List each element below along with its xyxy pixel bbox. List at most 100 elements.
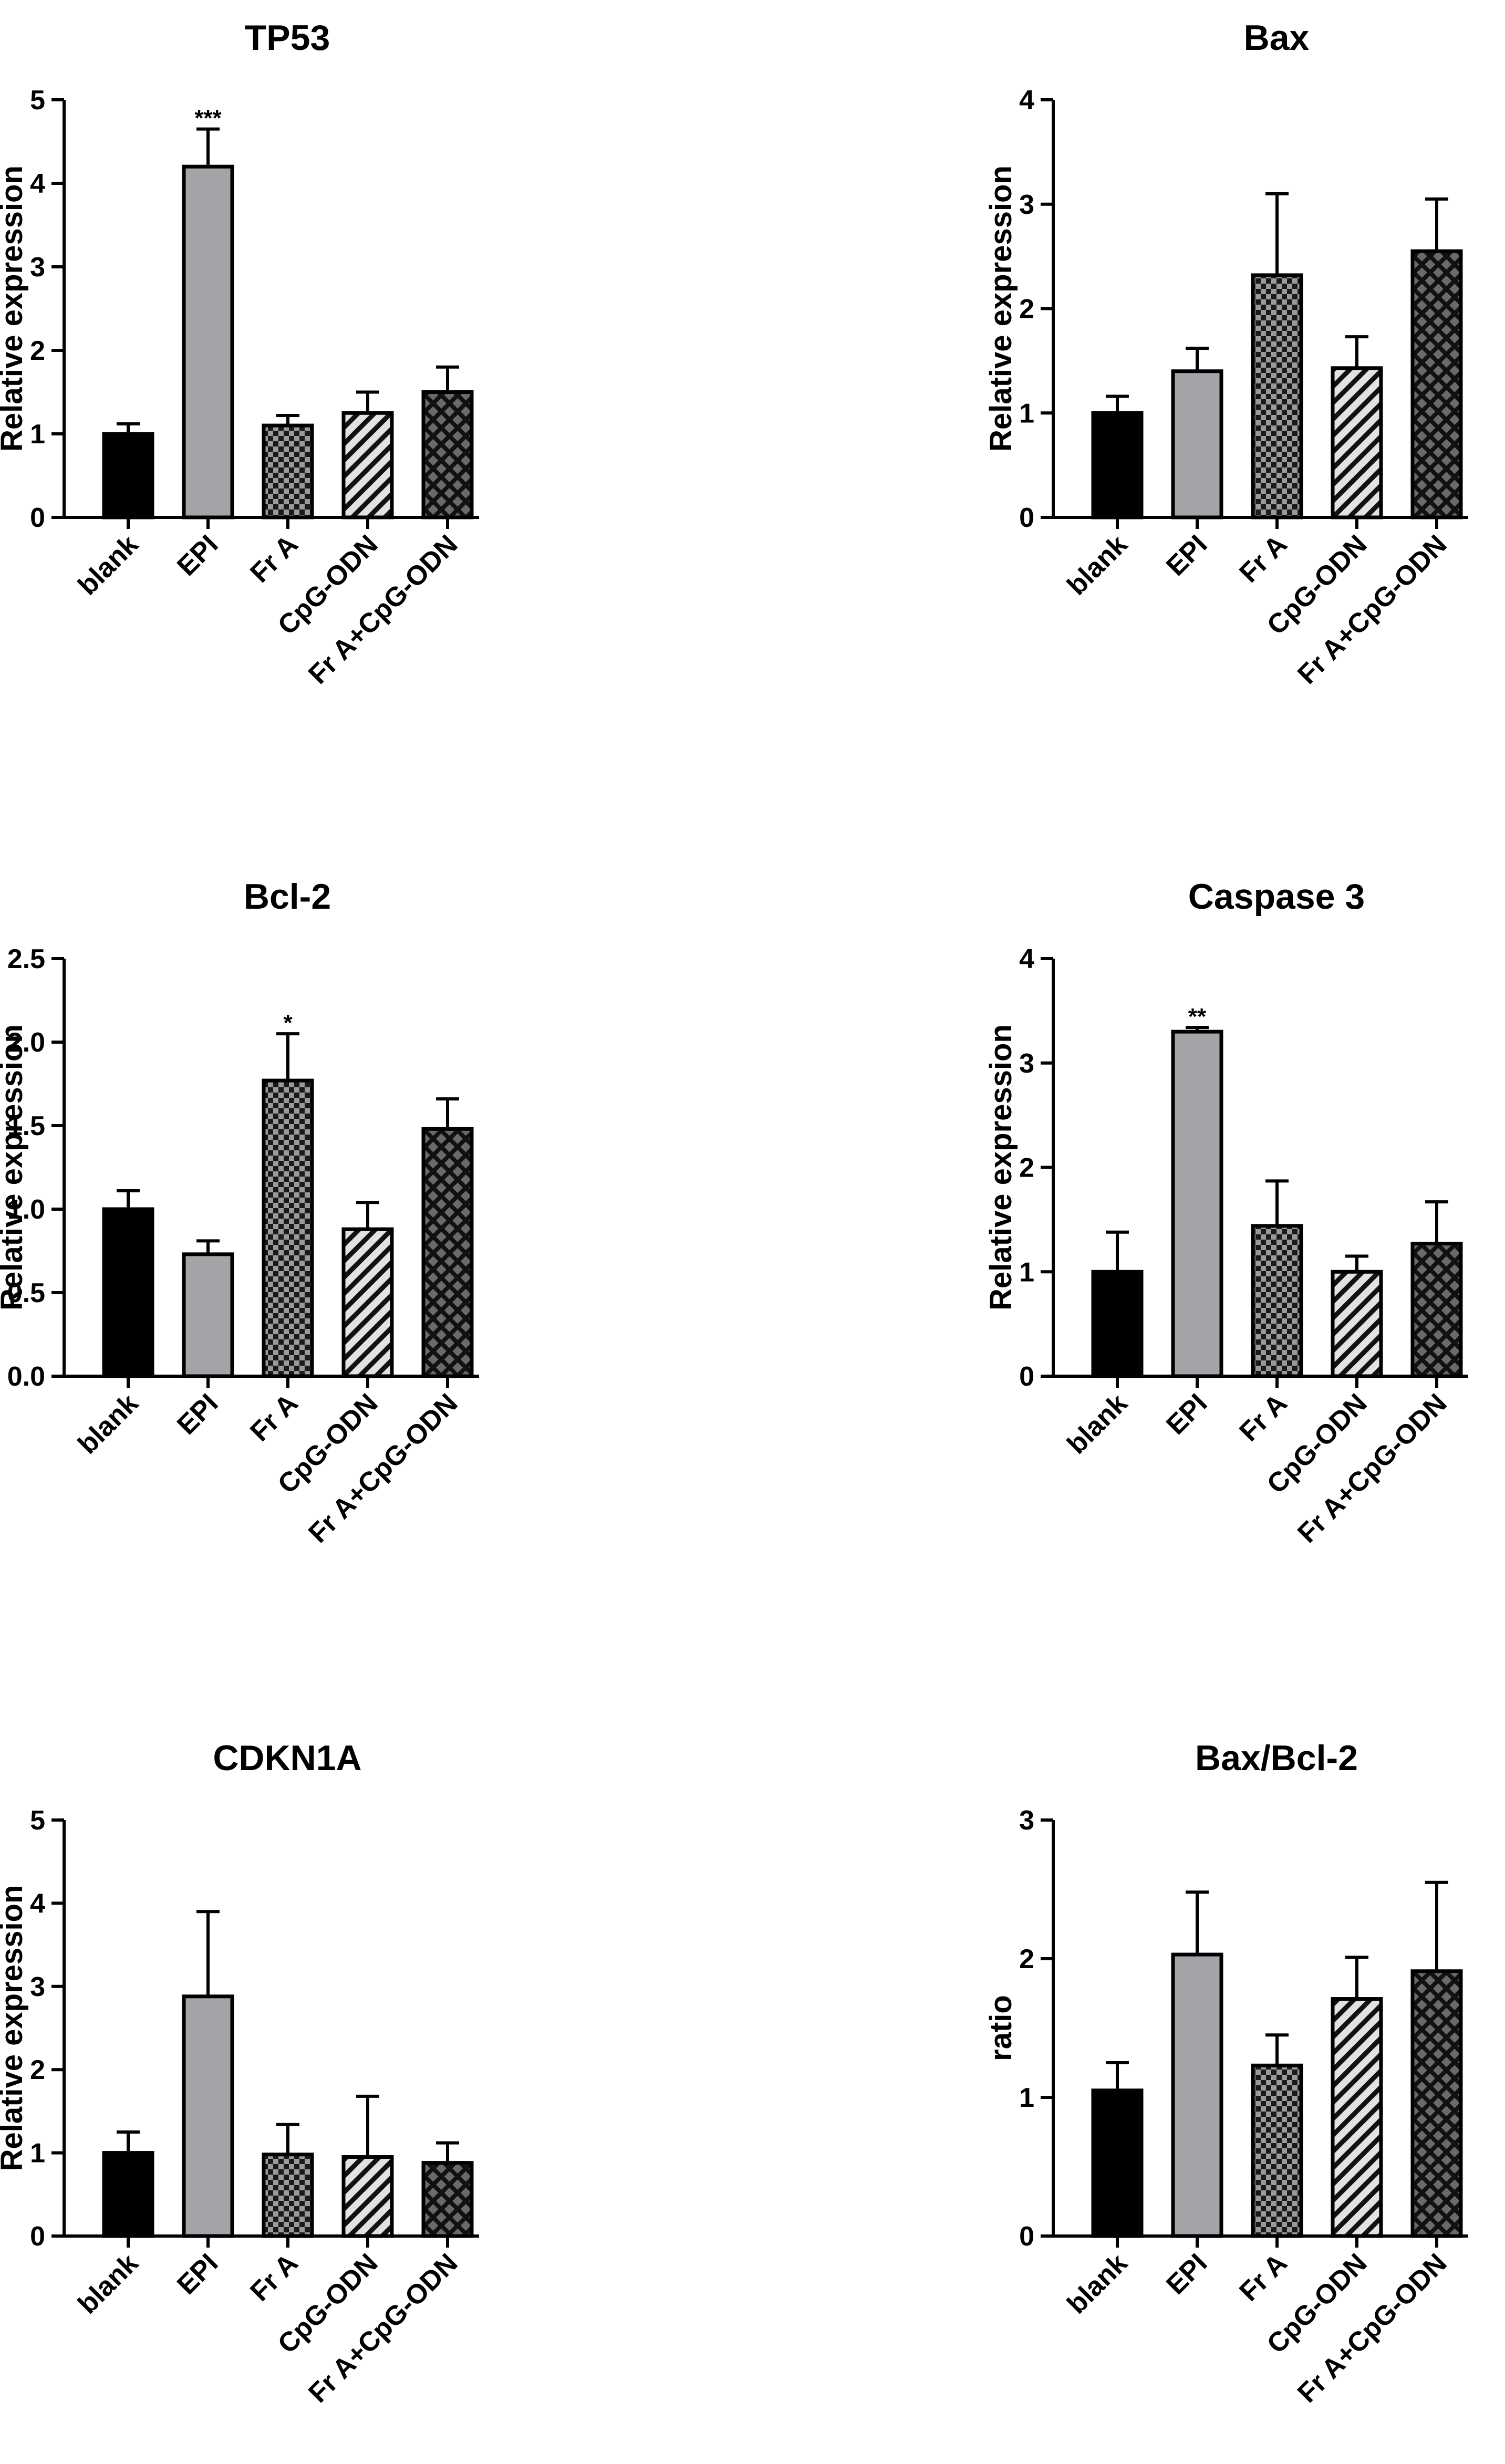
chart-panel-1: TP53 Relative expression 0 1 2 3 4 5 blank EPI ***… [0, 18, 479, 690]
bar-blank [102, 1207, 154, 1378]
bar-fr-a [1251, 1224, 1303, 1378]
chart-title: TP53 [245, 18, 330, 58]
x-tick-label: Fr A+CpG-ODN [303, 529, 463, 690]
y-tick-label: 2.0 [7, 1027, 45, 1058]
y-tick-label: 4 [30, 1888, 45, 1919]
bar-cpg-odn [341, 1227, 394, 1378]
y-tick-label: 3 [30, 1972, 45, 2002]
bar-fr-a [262, 2153, 314, 2238]
y-axis-label: ratio [984, 1995, 1018, 2061]
significance-marker: ** [1188, 1004, 1207, 1030]
bar-epi [1171, 369, 1223, 519]
y-axis-label: Relative expression [984, 1024, 1018, 1311]
y-tick-label: 0 [30, 2221, 45, 2252]
x-tick-label: blank [1061, 1388, 1133, 1460]
x-tick-label: Fr A [244, 1388, 304, 1447]
y-tick-label: 0 [1019, 1361, 1034, 1392]
y-tick-label: 5 [30, 1805, 45, 1836]
y-tick-label: 2.5 [7, 944, 45, 974]
x-tick-label: Fr A [244, 529, 304, 588]
x-tick-label: blank [72, 529, 144, 601]
y-tick-label: 5 [30, 85, 45, 116]
bar-fr-a-cpg-odn [421, 390, 474, 519]
bar-epi [182, 164, 234, 519]
y-tick-label: 0 [30, 503, 45, 533]
x-tick-label: EPI [171, 529, 224, 581]
chart-title: CDKN1A [213, 1738, 361, 1778]
significance-marker: * [283, 1010, 293, 1036]
y-tick-label: 3 [1019, 1048, 1034, 1079]
bar-cpg-odn [1331, 1997, 1383, 2238]
bar-fr-a-cpg-odn [1410, 1242, 1463, 1378]
bar-fr-a-cpg-odn [1410, 249, 1463, 519]
x-tick-label: EPI [171, 1388, 224, 1440]
x-tick-label: Fr A [244, 2248, 304, 2307]
bar-fr-a [1251, 273, 1303, 519]
chart-panel-4: Caspase 3 Relative expression 0 1 2 3 4 blank EP… [984, 877, 1468, 1549]
x-tick-label: Fr A+CpG-ODN [303, 2248, 463, 2408]
bar-blank [102, 432, 154, 519]
x-tick-label: blank [72, 2248, 144, 2320]
y-tick-label: 2 [30, 336, 45, 366]
chart-panel-3: Bcl-2 Relative expression 0.0 0.5 1.0 1.5 2.0 2… [0, 877, 479, 1549]
y-axis-label: Relative expression [0, 1024, 29, 1311]
bar-epi [182, 1252, 234, 1378]
significance-marker: *** [194, 106, 222, 131]
y-tick-label: 1 [30, 419, 45, 450]
bar-epi [182, 1994, 234, 2238]
bar-fr-a [1251, 2063, 1303, 2238]
x-tick-label: EPI [1160, 529, 1213, 581]
bar-blank [1091, 1270, 1144, 1378]
bar-epi [1171, 1030, 1223, 1378]
x-tick-label: Fr A+CpG-ODN [1292, 2248, 1452, 2408]
y-tick-label: 3 [30, 252, 45, 283]
y-tick-label: 3 [1019, 190, 1034, 220]
bar-epi [1171, 1952, 1223, 2238]
bar-blank [1091, 2088, 1144, 2238]
x-tick-label: Fr A [1233, 1388, 1293, 1447]
bar-cpg-odn [1331, 1270, 1383, 1378]
bar-fr-a [262, 423, 314, 519]
x-tick-label: EPI [1160, 2248, 1213, 2300]
y-tick-label: 1 [30, 2138, 45, 2169]
y-tick-label: 1 [1019, 2083, 1034, 2113]
bar-fr-a [262, 1078, 314, 1378]
y-axis-label: Relative expression [0, 1885, 29, 2171]
bar-cpg-odn [341, 411, 394, 519]
x-tick-label: Fr A+CpG-ODN [1292, 1388, 1452, 1548]
x-tick-label: EPI [171, 2248, 224, 2300]
y-tick-label: 2 [1019, 1944, 1034, 1974]
y-tick-label: 4 [1019, 85, 1034, 116]
x-tick-label: blank [72, 1388, 144, 1460]
bar-fr-a-cpg-odn [1410, 1969, 1463, 2238]
chart-title: Caspase 3 [1188, 877, 1365, 917]
bar-cpg-odn [1331, 366, 1383, 519]
y-tick-label: 1 [1019, 1257, 1034, 1287]
y-tick-label: 2 [1019, 1153, 1034, 1183]
x-tick-label: Fr A [1233, 529, 1293, 588]
x-tick-label: Fr A [1233, 2248, 1293, 2307]
y-tick-label: 2 [1019, 294, 1034, 325]
y-tick-label: 0.0 [7, 1361, 45, 1392]
y-tick-label: 3 [1019, 1805, 1034, 1836]
x-tick-label: blank [1061, 2248, 1133, 2320]
x-tick-label: Fr A+CpG-ODN [303, 1388, 463, 1548]
chart-panel-5: CDKN1A Relative expression 0 1 2 3 4 5 blank EPI F… [0, 1738, 479, 2409]
bar-fr-a-cpg-odn [421, 2161, 474, 2238]
x-tick-label: Fr A+CpG-ODN [1292, 529, 1452, 690]
bar-blank [1091, 411, 1144, 519]
chart-title: Bax/Bcl-2 [1195, 1738, 1358, 1778]
y-axis-label: Relative expression [0, 165, 29, 452]
y-tick-label: 1.0 [7, 1194, 45, 1225]
y-tick-label: 0 [1019, 2221, 1034, 2252]
y-tick-label: 1.5 [7, 1111, 45, 1141]
y-tick-label: 1 [1019, 398, 1034, 429]
bar-cpg-odn [341, 2155, 394, 2238]
x-tick-label: EPI [1160, 1388, 1213, 1440]
y-tick-label: 4 [30, 169, 45, 199]
bar-blank [102, 2151, 154, 2238]
y-tick-label: 0 [1019, 503, 1034, 533]
